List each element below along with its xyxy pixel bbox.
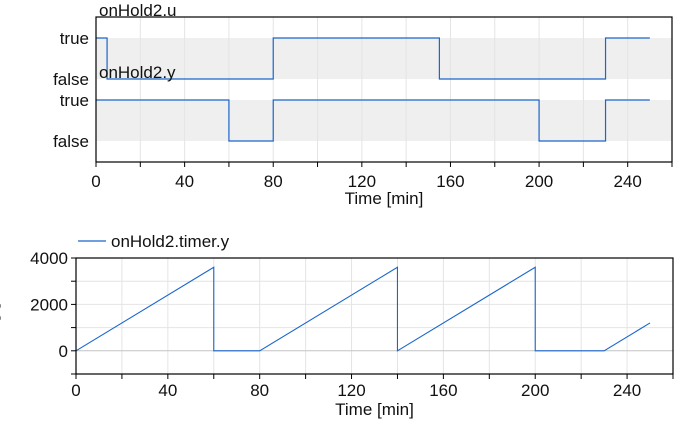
series-line-onHold2-y <box>96 99 650 142</box>
xtick-label: 80 <box>264 172 283 191</box>
xtick-label: 120 <box>337 381 365 400</box>
xtick-label: 160 <box>429 381 457 400</box>
ytick-label: 4000 <box>30 249 68 268</box>
ytick-label-false: false <box>53 132 89 151</box>
xtick-label: 200 <box>521 381 549 400</box>
series-line-onHold2-timer-y <box>75 266 651 352</box>
y-axis-label: [s] <box>0 303 1 321</box>
xtick-label: 200 <box>525 172 553 191</box>
xtick-label: 80 <box>250 381 269 400</box>
legend-label: onHold2.timer.y <box>111 232 230 251</box>
ytick-label: 0 <box>59 342 68 361</box>
xtick-label: 40 <box>175 172 194 191</box>
ytick-label-true: true <box>60 91 89 110</box>
boolean-band <box>96 100 672 141</box>
ytick-label: 2000 <box>30 295 68 314</box>
xtick-label: 240 <box>614 172 642 191</box>
x-axis-label: Time [min] <box>335 400 414 419</box>
ytick-label-false: false <box>53 70 89 89</box>
series-title: onHold2.u <box>99 1 177 20</box>
xtick-label: 0 <box>91 172 100 191</box>
series-title: onHold2.y <box>99 63 176 82</box>
xtick-label: 120 <box>348 172 376 191</box>
plot-frame <box>75 257 674 375</box>
x-axis-label: Time [min] <box>345 189 424 208</box>
boolean-band <box>96 38 672 79</box>
xtick-label: 0 <box>71 381 80 400</box>
plot-frame <box>95 16 673 163</box>
xtick-label: 160 <box>436 172 464 191</box>
ytick-label-true: true <box>60 29 89 48</box>
xtick-label: 240 <box>613 381 641 400</box>
series-line-onHold2-u <box>96 37 650 80</box>
xtick-label: 40 <box>158 381 177 400</box>
